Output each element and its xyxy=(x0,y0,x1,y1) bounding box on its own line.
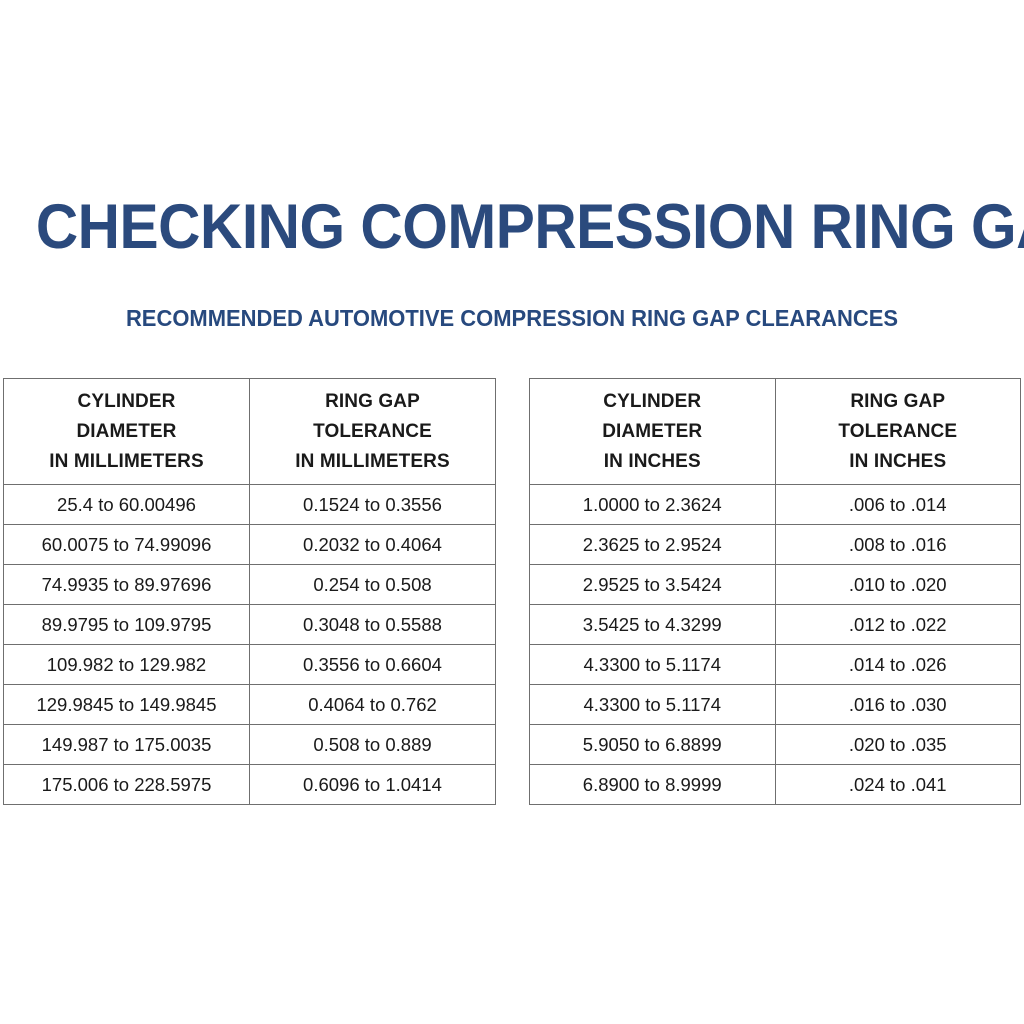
cell-ring-gap-tolerance: 0.2032 to 0.4064 xyxy=(249,524,496,565)
cell-cylinder-diameter: 4.3300 to 5.1174 xyxy=(529,684,776,725)
column-header-cylinder-diameter-in: CYLINDER DIAMETER IN INCHES xyxy=(529,378,776,485)
cell-ring-gap-tolerance: .006 to .014 xyxy=(774,484,1021,525)
cell-cylinder-diameter: 5.9050 to 6.8899 xyxy=(529,724,776,765)
cell-cylinder-diameter: 25.4 to 60.00496 xyxy=(3,484,250,525)
column-header-ring-gap-tolerance-mm: RING GAP TOLERANCE IN MILLIMETERS xyxy=(249,378,496,485)
header-line: CYLINDER xyxy=(77,390,176,412)
cell-ring-gap-tolerance: .020 to .035 xyxy=(774,724,1021,765)
table-row: 25.4 to 60.00496 0.1524 to 0.3556 xyxy=(3,484,496,525)
page-subtitle: RECOMMENDED AUTOMOTIVE COMPRESSION RING … xyxy=(125,305,899,331)
cell-ring-gap-tolerance: 0.4064 to 0.762 xyxy=(249,684,496,725)
cell-cylinder-diameter: 2.9525 to 3.5424 xyxy=(529,564,776,605)
table-row: 60.0075 to 74.99096 0.2032 to 0.4064 xyxy=(3,524,496,565)
table-row: 3.5425 to 4.3299 .012 to .022 xyxy=(529,604,1021,645)
cell-cylinder-diameter: 175.006 to 228.5975 xyxy=(3,764,250,805)
table-row: 149.987 to 175.0035 0.508 to 0.889 xyxy=(3,724,496,765)
title-block: CHECKING COMPRESSION RING GAPS RECOMMEND… xyxy=(0,192,1024,331)
cell-ring-gap-tolerance: 0.3048 to 0.5588 xyxy=(249,604,496,645)
cell-cylinder-diameter: 149.987 to 175.0035 xyxy=(3,724,250,765)
cell-ring-gap-tolerance: .024 to .041 xyxy=(774,764,1021,805)
cell-cylinder-diameter: 3.5425 to 4.3299 xyxy=(529,604,776,645)
metric-table: CYLINDER DIAMETER IN MILLIMETERS RING GA… xyxy=(3,378,496,805)
header-line: DIAMETER xyxy=(76,420,177,442)
cell-cylinder-diameter: 109.982 to 129.982 xyxy=(3,644,250,685)
column-header-ring-gap-tolerance-in: RING GAP TOLERANCE IN INCHES xyxy=(774,378,1021,485)
cell-cylinder-diameter: 2.3625 to 2.9524 xyxy=(529,524,776,565)
table-row: 129.9845 to 149.9845 0.4064 to 0.762 xyxy=(3,684,496,725)
table-row: 1.0000 to 2.3624 .006 to .014 xyxy=(529,484,1021,525)
cell-ring-gap-tolerance: .012 to .022 xyxy=(774,604,1021,645)
table-header-row: CYLINDER DIAMETER IN MILLIMETERS RING GA… xyxy=(3,378,496,485)
cell-ring-gap-tolerance: 0.508 to 0.889 xyxy=(249,724,496,765)
table-row: 89.9795 to 109.9795 0.3048 to 0.5588 xyxy=(3,604,496,645)
table-row: 74.9935 to 89.97696 0.254 to 0.508 xyxy=(3,564,496,605)
table-row: 4.3300 to 5.1174 .016 to .030 xyxy=(529,684,1021,725)
cell-cylinder-diameter: 74.9935 to 89.97696 xyxy=(3,564,250,605)
header-line: RING GAP xyxy=(325,390,420,412)
header-line: IN MILLIMETERS xyxy=(295,450,450,472)
cell-ring-gap-tolerance: .014 to .026 xyxy=(774,644,1021,685)
header-line: DIAMETER xyxy=(602,420,703,442)
column-header-cylinder-diameter-mm: CYLINDER DIAMETER IN MILLIMETERS xyxy=(3,378,250,485)
imperial-table: CYLINDER DIAMETER IN INCHES RING GAP TOL… xyxy=(529,378,1021,805)
cell-cylinder-diameter: 4.3300 to 5.1174 xyxy=(529,644,776,685)
table-row: 109.982 to 129.982 0.3556 to 0.6604 xyxy=(3,644,496,685)
header-line: RING GAP xyxy=(850,390,946,412)
header-line: IN INCHES xyxy=(603,450,701,472)
cell-cylinder-diameter: 60.0075 to 74.99096 xyxy=(3,524,250,565)
table-row: 4.3300 to 5.1174 .014 to .026 xyxy=(529,644,1021,685)
cell-ring-gap-tolerance: 0.3556 to 0.6604 xyxy=(249,644,496,685)
cell-ring-gap-tolerance: .016 to .030 xyxy=(774,684,1021,725)
table-row: 5.9050 to 6.8899 .020 to .035 xyxy=(529,724,1021,765)
cell-ring-gap-tolerance: .010 to .020 xyxy=(774,564,1021,605)
table-row: 175.006 to 228.5975 0.6096 to 1.0414 xyxy=(3,764,496,805)
cell-ring-gap-tolerance: 0.254 to 0.508 xyxy=(249,564,496,605)
header-line: IN INCHES xyxy=(849,450,947,472)
header-line: CYLINDER xyxy=(603,390,702,412)
cell-ring-gap-tolerance: .008 to .016 xyxy=(774,524,1021,565)
table-header-row: CYLINDER DIAMETER IN INCHES RING GAP TOL… xyxy=(529,378,1021,485)
table-row: 6.8900 to 8.9999 .024 to .041 xyxy=(529,764,1021,805)
table-row: 2.3625 to 2.9524 .008 to .016 xyxy=(529,524,1021,565)
tables-container: CYLINDER DIAMETER IN MILLIMETERS RING GA… xyxy=(3,378,1021,805)
cell-cylinder-diameter: 6.8900 to 8.9999 xyxy=(529,764,776,805)
header-line: TOLERANCE xyxy=(838,420,958,442)
cell-ring-gap-tolerance: 0.1524 to 0.3556 xyxy=(249,484,496,525)
page-title: CHECKING COMPRESSION RING GAPS xyxy=(35,192,1024,262)
header-line: TOLERANCE xyxy=(313,420,432,442)
table-row: 2.9525 to 3.5424 .010 to .020 xyxy=(529,564,1021,605)
cell-cylinder-diameter: 129.9845 to 149.9845 xyxy=(3,684,250,725)
cell-ring-gap-tolerance: 0.6096 to 1.0414 xyxy=(249,764,496,805)
cell-cylinder-diameter: 1.0000 to 2.3624 xyxy=(529,484,776,525)
cell-cylinder-diameter: 89.9795 to 109.9795 xyxy=(3,604,250,645)
header-line: IN MILLIMETERS xyxy=(49,450,204,472)
